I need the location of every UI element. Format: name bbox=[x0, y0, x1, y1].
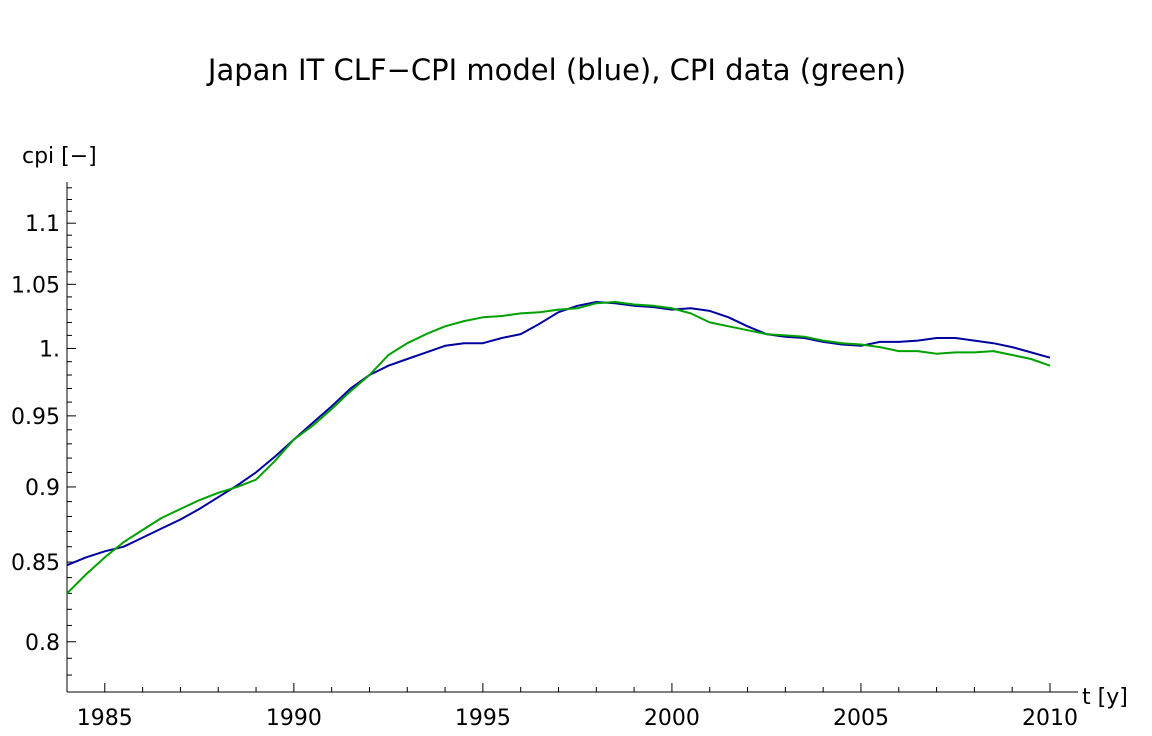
chart-title: Japan IT CLF−CPI model (blue), CPI data … bbox=[206, 53, 906, 87]
x-axis-label: t [y] bbox=[1082, 685, 1128, 710]
series-layer bbox=[66, 301, 1051, 595]
y-tick-label: 1. bbox=[39, 337, 60, 362]
x-tick-label: 1985 bbox=[77, 706, 133, 731]
x-tick-label: 2010 bbox=[1022, 706, 1078, 731]
y-tick-label: 0.9 bbox=[25, 476, 60, 501]
y-tick-label: 1.1 bbox=[25, 212, 60, 237]
series-line-model bbox=[66, 301, 1051, 567]
series-line-data bbox=[66, 301, 1051, 595]
y-tick-label: 1.05 bbox=[11, 273, 60, 298]
x-tick-label: 2005 bbox=[833, 706, 889, 731]
y-tick-label: 0.95 bbox=[11, 405, 60, 430]
axes: 1985 1990 1995 2000 2005 2010 0.8 0.85 0.9 0.95 1.… bbox=[11, 182, 1078, 731]
y-axis-label: cpi [−] bbox=[22, 144, 97, 169]
y-tick-label: 0.8 bbox=[25, 631, 60, 656]
x-tick-label: 1990 bbox=[266, 706, 322, 731]
x-tick-label: 2000 bbox=[644, 706, 700, 731]
x-tick-label: 1995 bbox=[455, 706, 511, 731]
y-tick-label: 0.85 bbox=[11, 551, 60, 576]
